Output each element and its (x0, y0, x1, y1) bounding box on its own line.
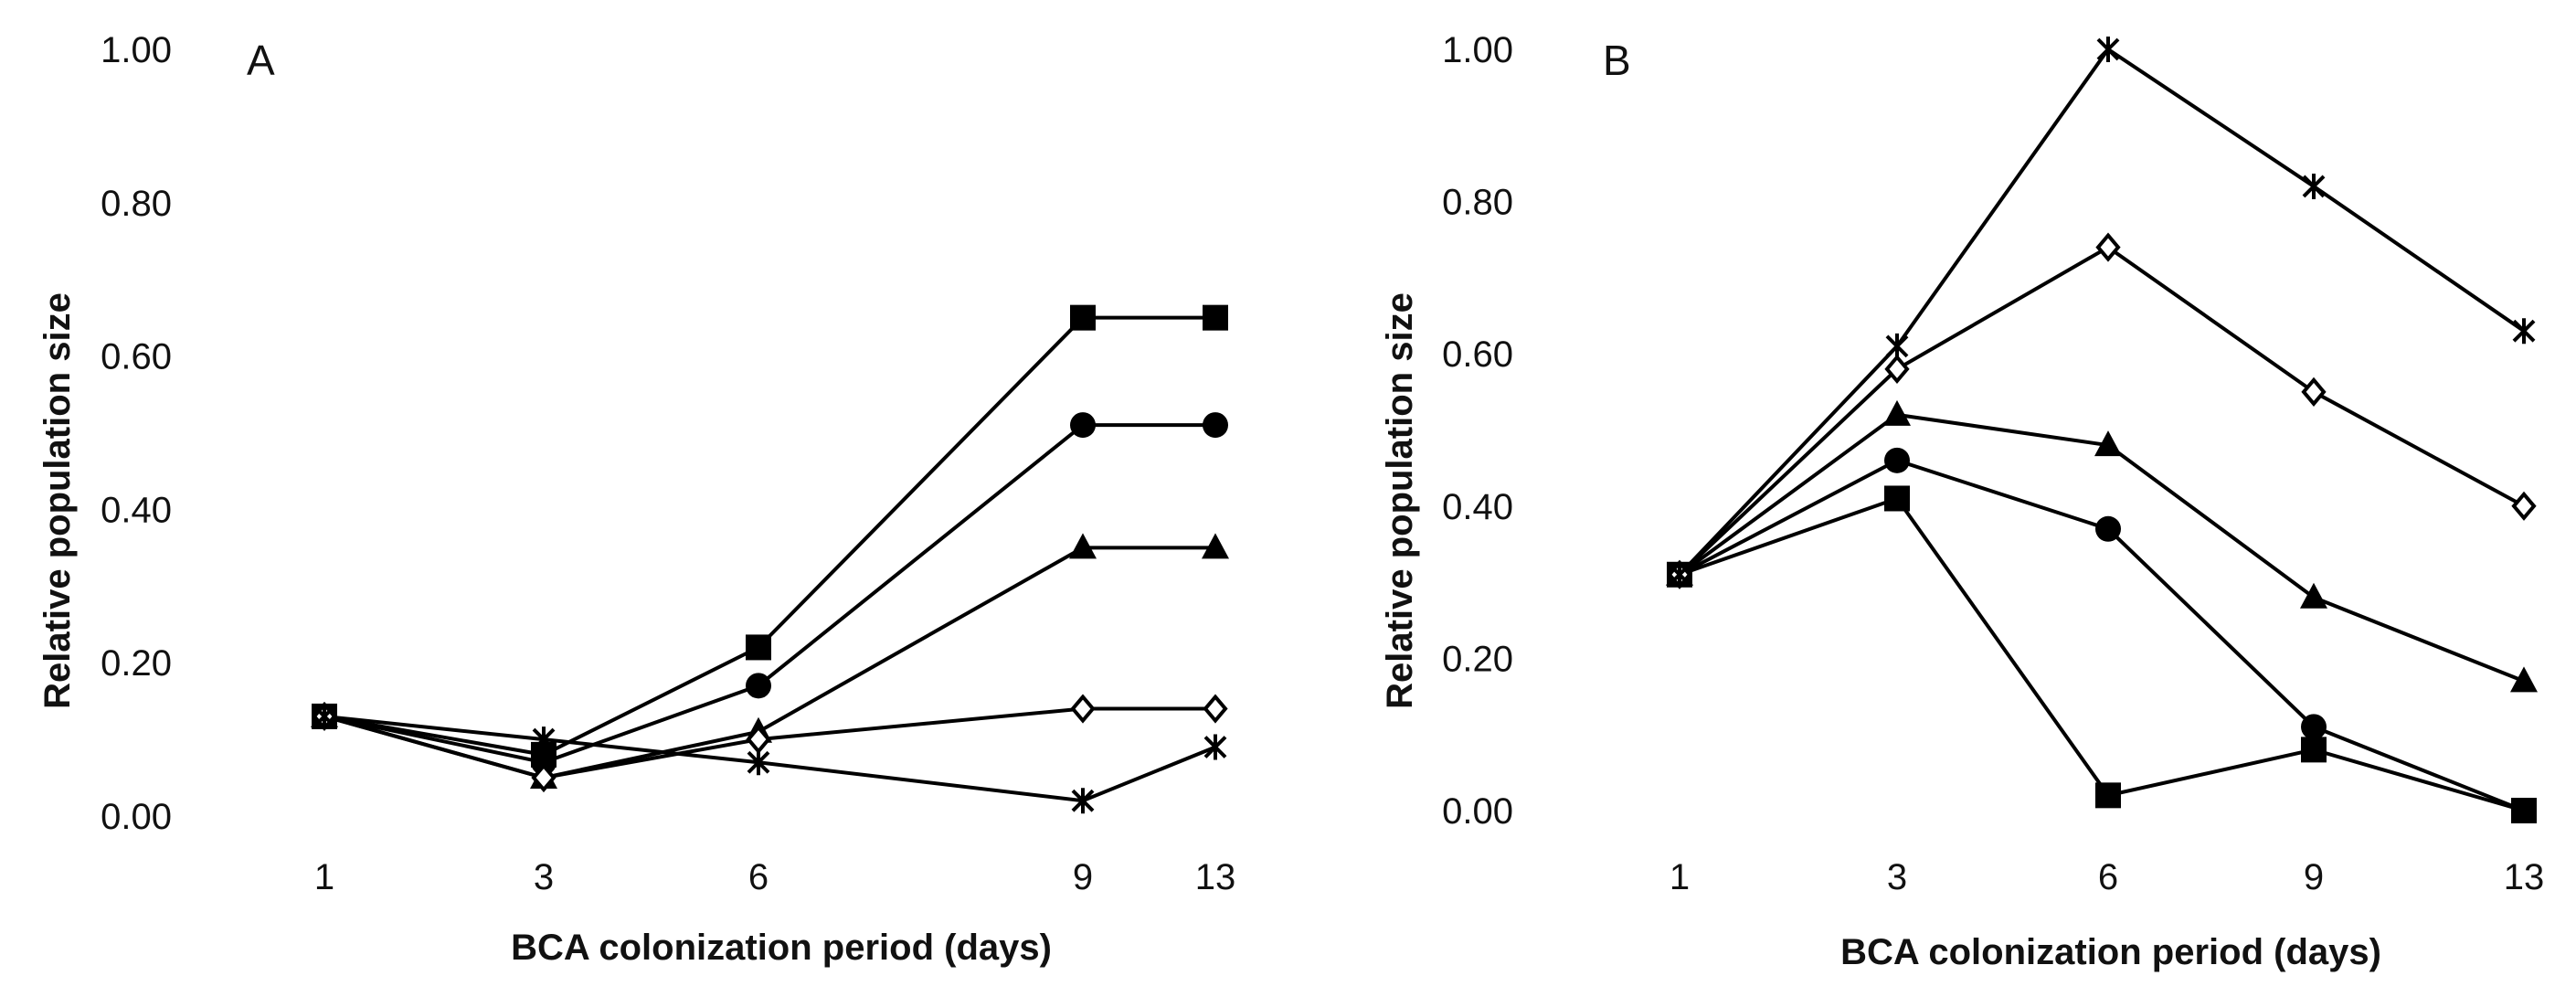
series-markers-a (311, 304, 1229, 814)
data-point-asterisk (2096, 37, 2120, 62)
series-line-circle (1679, 458, 2525, 812)
y-tick-label: 0.00 (1442, 791, 1513, 832)
data-point-square (1070, 304, 1096, 331)
y-tick-label: 0.40 (101, 490, 172, 530)
y-tick-labels-a: 0.00 0.20 0.40 0.60 0.80 1.00 (101, 30, 172, 837)
data-point-triangle (2094, 430, 2122, 457)
data-point-triangle (1883, 399, 1911, 426)
data-point-triangle (2510, 666, 2538, 693)
y-axis-title-a: Relative population size (37, 292, 78, 709)
data-point-asterisk (532, 727, 556, 753)
data-point-diamond-open (1070, 694, 1096, 724)
x-tick-label: 13 (2504, 857, 2545, 897)
y-axis-title-b: Relative population size (1380, 292, 1420, 709)
y-tick-label: 1.00 (101, 30, 172, 70)
x-tick-label: 3 (534, 857, 554, 897)
x-tick-labels-a: 1 3 6 9 13 (314, 857, 1235, 897)
x-tick-label: 6 (2098, 857, 2118, 897)
data-point-asterisk (313, 703, 336, 729)
data-point-triangle (2300, 582, 2327, 609)
y-tick-label: 0.40 (1442, 487, 1513, 527)
data-point-asterisk (747, 749, 770, 776)
data-point-asterisk (2512, 318, 2536, 345)
data-point-asterisk (1668, 561, 1691, 588)
y-tick-label: 0.60 (101, 337, 172, 377)
data-point-diamond-open (1884, 354, 1910, 384)
x-tick-label: 3 (1887, 857, 1907, 897)
panel-label-b: B (1603, 37, 1631, 84)
data-point-asterisk (1885, 333, 1909, 359)
data-point-asterisk (2302, 173, 2326, 199)
data-point-triangle (1202, 533, 1229, 559)
y-tick-labels-b: 0.00 0.20 0.40 0.60 0.80 1.00 (1442, 30, 1513, 832)
data-point-triangle (1069, 533, 1097, 559)
data-point-circle (2095, 515, 2121, 542)
data-point-circle (1070, 412, 1096, 439)
y-tick-label: 0.80 (101, 184, 172, 224)
x-tick-labels-b: 1 3 6 9 13 (1670, 857, 2544, 897)
series-markers-b (1666, 37, 2538, 823)
data-point-square (1203, 304, 1228, 331)
data-point-asterisk (1203, 734, 1227, 760)
data-point-circle (2511, 798, 2537, 823)
x-axis-title-b: BCA colonization period (days) (1840, 932, 2381, 972)
data-point-circle (1203, 412, 1228, 439)
x-tick-label: 1 (314, 857, 334, 897)
x-tick-label: 9 (1073, 857, 1093, 897)
data-point-circle (746, 673, 771, 699)
data-point-circle (2301, 714, 2327, 740)
data-point-diamond-open (1203, 694, 1228, 724)
x-tick-label: 6 (748, 857, 769, 897)
x-axis-title-a: BCA colonization period (days) (511, 928, 1052, 968)
series-lines-a (323, 315, 1216, 803)
x-tick-label: 1 (1670, 857, 1690, 897)
series-line-square (1679, 496, 2525, 812)
data-point-square (1884, 485, 1910, 512)
y-tick-label: 0.20 (101, 643, 172, 684)
y-tick-label: 0.60 (1442, 334, 1513, 375)
y-tick-label: 1.00 (1442, 30, 1513, 70)
data-point-diamond-open (531, 762, 557, 793)
panel-a: A Relative population size BCA colonizat… (37, 30, 1235, 968)
series-line-asterisk (1678, 47, 2526, 577)
y-tick-label: 0.20 (1442, 639, 1513, 679)
data-point-diamond-open (2095, 232, 2121, 262)
panel-b: B Relative population size BCA colonizat… (1380, 30, 2544, 972)
panel-label-a: A (247, 37, 275, 84)
y-tick-label: 0.00 (101, 797, 172, 837)
data-point-asterisk (1071, 788, 1095, 814)
data-point-square (746, 634, 771, 661)
data-point-square (2095, 782, 2121, 809)
data-point-square (2301, 737, 2327, 763)
data-point-circle (531, 749, 557, 776)
data-point-circle (1884, 447, 1910, 473)
data-point-diamond-open (2301, 377, 2327, 407)
x-tick-label: 9 (2304, 857, 2324, 897)
series-lines-b (1678, 47, 2526, 812)
data-point-diamond-open (2511, 491, 2537, 521)
y-tick-label: 0.80 (1442, 183, 1513, 223)
x-tick-label: 13 (1195, 857, 1236, 897)
